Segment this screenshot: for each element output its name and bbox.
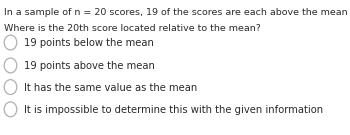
Text: It is impossible to determine this with the given information: It is impossible to determine this with … — [24, 105, 323, 115]
Text: Where is the 20th score located relative to the mean?: Where is the 20th score located relative… — [4, 24, 260, 33]
Text: 19 points above the mean: 19 points above the mean — [24, 61, 155, 71]
Ellipse shape — [4, 80, 17, 94]
Text: It has the same value as the mean: It has the same value as the mean — [24, 83, 197, 93]
Ellipse shape — [4, 58, 17, 73]
Ellipse shape — [4, 35, 17, 50]
Text: 19 points below the mean: 19 points below the mean — [24, 38, 154, 48]
Text: In a sample of n = 20 scores, 19 of the scores are each above the mean by one po: In a sample of n = 20 scores, 19 of the … — [4, 8, 350, 17]
Ellipse shape — [4, 102, 17, 117]
